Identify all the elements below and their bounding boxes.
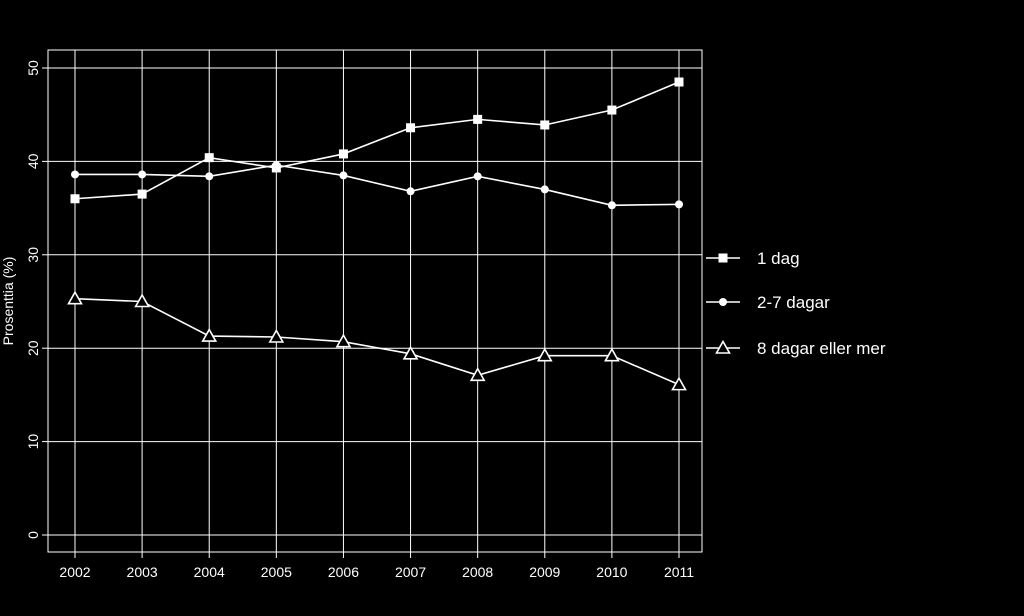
x-tick-label-2002: 2002 — [59, 564, 90, 580]
series-group — [67, 77, 687, 391]
data-point-8-dagar-eller-mer-2003 — [134, 293, 150, 308]
y-axis-tick-labels: 0 10 20 30 40 50 — [25, 60, 48, 539]
data-point-2-7-dagar-2002 — [71, 170, 79, 179]
grid — [48, 50, 702, 552]
legend-item-8-dagar-eller-mer: 8 dagar eller mer — [706, 339, 886, 358]
data-point-2-7-dagar-2009 — [540, 185, 549, 194]
legend-item-1-dag: 1 dag — [706, 249, 800, 268]
x-tick-label-2004: 2004 — [194, 564, 225, 580]
y-tick-label-40: 40 — [25, 153, 41, 169]
x-tick-label-2003: 2003 — [127, 564, 158, 580]
data-point-8-dagar-eller-mer-2010 — [604, 347, 620, 362]
data-point-2-7-dagar-2010 — [607, 201, 616, 210]
x-tick-label-2006: 2006 — [328, 564, 359, 580]
y-axis-label: Prosenttia (%) — [0, 257, 16, 346]
data-point-8-dagar-eller-mer-2008 — [469, 367, 486, 382]
x-tick-label-2005: 2005 — [261, 564, 292, 580]
data-point-8-dagar-eller-mer-2005 — [268, 328, 285, 343]
data-point-2-7-dagar-2007 — [406, 187, 415, 196]
legend-marker-8-dagar-eller-mer — [715, 339, 731, 354]
data-point-1-dag-2010 — [607, 105, 617, 115]
series-line-8-dagar-eller-mer — [74, 297, 680, 386]
data-point-8-dagar-eller-mer-2009 — [536, 347, 553, 362]
x-tick-label-2007: 2007 — [395, 564, 426, 580]
data-point-1-dag-2008 — [473, 114, 483, 124]
data-point-1-dag-2003 — [137, 189, 147, 199]
legend-marker-2-7-dagar — [719, 298, 727, 306]
data-point-8-dagar-eller-mer-2002 — [67, 290, 83, 305]
y-tick-label-10: 10 — [25, 434, 41, 450]
data-point-8-dagar-eller-mer-2004 — [201, 327, 218, 342]
data-point-2-7-dagar-2008 — [473, 172, 482, 181]
series-8-dagar-eller-mer — [67, 290, 687, 391]
legend: 1 dag 2-7 dagar 8 dagar eller mer — [706, 249, 886, 358]
data-point-2-7-dagar-2006 — [339, 171, 348, 180]
series-2-7-dagar — [71, 161, 683, 210]
series-line-2-7-dagar — [75, 164, 680, 207]
x-axis-tick-labels: 2002 2003 2004 2005 2006 2007 2008 2009 2010 2011 — [59, 552, 694, 580]
y-tick-label-30: 30 — [25, 247, 41, 263]
x-tick-label-2009: 2009 — [529, 564, 560, 580]
plot-frame — [47, 49, 703, 553]
data-point-2-7-dagar-2011 — [675, 200, 683, 209]
legend-label-2-7-dagar: 2-7 dagar — [757, 293, 830, 312]
data-point-8-dagar-eller-mer-2006 — [335, 333, 352, 348]
data-point-8-dagar-eller-mer-2011 — [671, 376, 687, 391]
data-point-1-dag-2009 — [540, 120, 550, 130]
data-point-2-7-dagar-2004 — [205, 172, 214, 181]
y-tick-label-20: 20 — [25, 340, 41, 356]
x-tick-label-2008: 2008 — [462, 564, 493, 580]
data-point-1-dag-2011 — [674, 77, 684, 87]
legend-label-8-dagar-eller-mer: 8 dagar eller mer — [757, 339, 886, 358]
legend-label-1-dag: 1 dag — [757, 249, 800, 268]
data-point-1-dag-2002 — [70, 194, 80, 204]
data-point-8-dagar-eller-mer-2007 — [402, 345, 419, 360]
y-tick-label-0: 0 — [25, 531, 41, 539]
legend-item-2-7-dagar: 2-7 dagar — [706, 293, 830, 312]
data-point-2-7-dagar-2003 — [138, 170, 147, 179]
data-point-1-dag-2007 — [406, 123, 416, 133]
data-point-1-dag-2006 — [338, 149, 348, 159]
data-point-2-7-dagar-2005 — [272, 161, 281, 170]
data-point-1-dag-2004 — [204, 153, 214, 163]
x-tick-label-2010: 2010 — [596, 564, 627, 580]
y-tick-label-50: 50 — [25, 60, 41, 76]
x-tick-label-2011: 2011 — [664, 564, 694, 580]
legend-marker-1-dag — [718, 253, 728, 263]
